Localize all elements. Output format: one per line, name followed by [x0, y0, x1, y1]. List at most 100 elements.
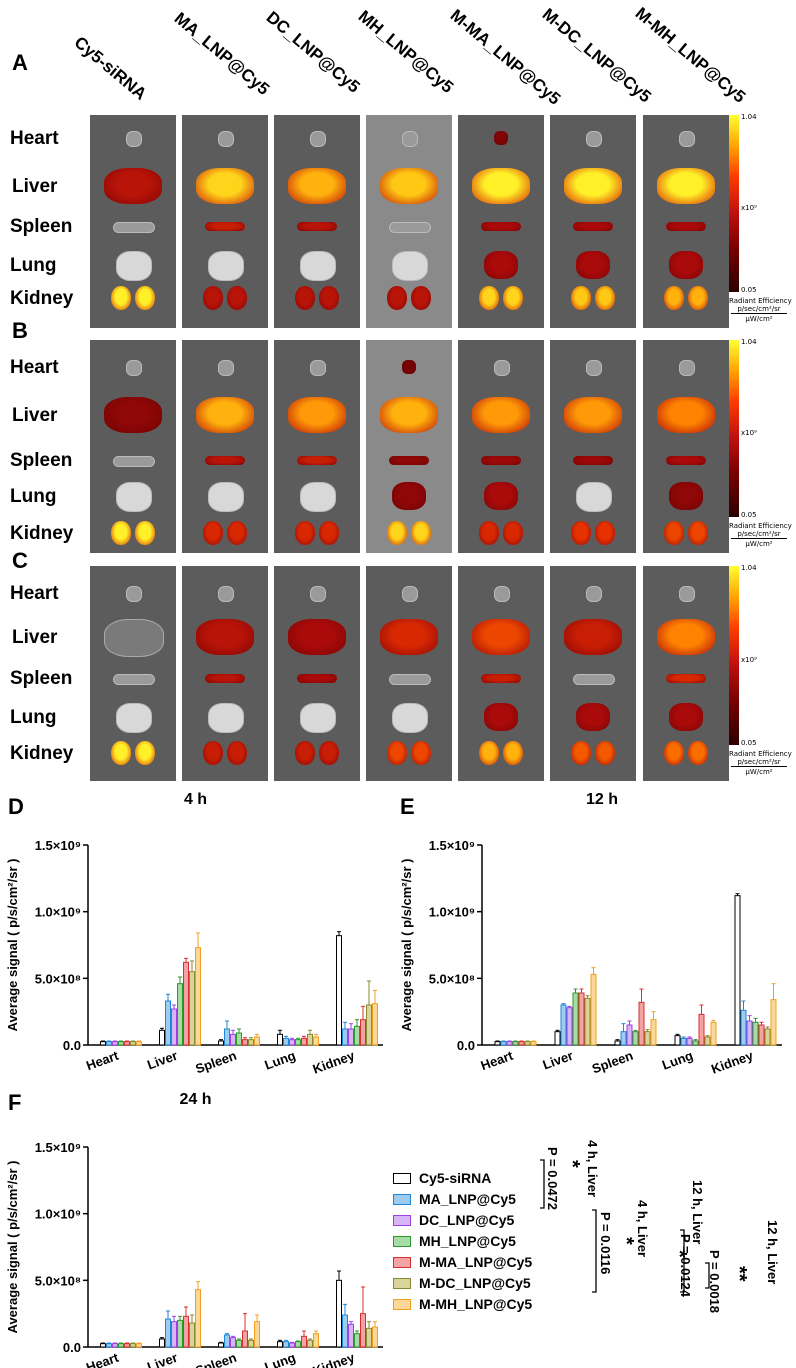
bar: [165, 1000, 171, 1046]
bar: [524, 1041, 531, 1046]
organ-spleen: [666, 221, 706, 231]
bar: [680, 1037, 687, 1046]
imaging-tile: [366, 566, 452, 781]
imaging-tile: [550, 566, 636, 781]
bar: [177, 1319, 183, 1348]
organ-kidney: [411, 741, 431, 765]
organ-kidney: [295, 741, 315, 765]
organ-kidney: [387, 741, 407, 765]
organ-liver: [657, 168, 715, 204]
imaging-tile: [90, 340, 176, 553]
organ-kidney: [595, 741, 615, 765]
y-tick-label: 0.0: [63, 1038, 81, 1053]
organ-kidney: [135, 521, 155, 545]
organ-label-kidney: Kidney: [10, 288, 74, 309]
organ-kidney: [571, 741, 591, 765]
organ-kidney: [135, 286, 155, 310]
bar: [136, 1343, 142, 1348]
bar: [189, 1322, 195, 1348]
bar: [336, 935, 342, 1046]
bar: [360, 1019, 366, 1046]
x-tick-label: Heart: [479, 1047, 516, 1073]
organ-spleen: [481, 221, 521, 231]
panel-letter-e: E: [400, 794, 415, 819]
organ-kidney: [571, 286, 591, 310]
organ-spleen: [297, 221, 337, 231]
bar: [195, 1289, 201, 1348]
imaging-tile: [90, 566, 176, 781]
bar: [130, 1343, 136, 1348]
x-tick-label: Kidney: [709, 1047, 756, 1076]
colorbar-unit-numerator: p/sec/cm²/sr: [731, 758, 787, 767]
organ-kidney: [203, 741, 223, 765]
organ-kidney: [595, 521, 615, 545]
organ-kidney: [387, 521, 407, 545]
legend-label: M-MH_LNP@Cy5: [419, 1296, 533, 1312]
bar: [230, 1033, 236, 1046]
organ-kidney: [411, 286, 431, 310]
y-tick-label: 5.0×10⁸: [429, 971, 475, 986]
imaging-tile: [182, 115, 268, 328]
organ-heart: [310, 131, 326, 147]
bar: [307, 1339, 313, 1348]
bar: [242, 1039, 248, 1046]
colorbar: [729, 115, 739, 292]
imaging-tile: [643, 115, 729, 328]
y-tick-label: 1.5×10⁹: [35, 838, 81, 853]
bar: [112, 1041, 118, 1046]
organ-liver: [564, 397, 622, 433]
organ-label-lung: Lung: [10, 707, 57, 728]
organ-heart: [218, 360, 234, 376]
colorbar-unit-numerator: p/sec/cm²/sr: [731, 530, 787, 539]
bar: [236, 1032, 242, 1046]
organ-heart: [310, 586, 326, 602]
bar: [224, 1334, 230, 1348]
bar: [342, 1314, 348, 1348]
organ-lung: [669, 703, 703, 731]
bar: [224, 1028, 230, 1046]
bar: [171, 1321, 177, 1348]
bar: [530, 1041, 537, 1046]
organ-heart: [679, 360, 695, 376]
organ-kidney: [295, 286, 315, 310]
organ-kidney: [319, 286, 339, 310]
imaging-tile: [458, 115, 544, 328]
x-tick-label: Heart: [84, 1047, 121, 1073]
x-tick-label: Liver: [145, 1048, 179, 1073]
legend-swatch: [393, 1256, 411, 1268]
organ-label-kidney: Kidney: [10, 743, 74, 764]
bar: [620, 1031, 627, 1046]
stat-label-2: 4 h, Liver: [635, 1200, 650, 1258]
bar: [230, 1337, 236, 1348]
organ-lung: [208, 251, 244, 281]
bar: [195, 947, 201, 1046]
chart-title: 12 h: [586, 791, 618, 808]
colorbar-scale: x10⁹: [741, 428, 757, 437]
colorbar-unit-numerator: p/sec/cm²/sr: [731, 305, 787, 314]
legend-label: DC_LNP@Cy5: [419, 1212, 515, 1228]
organ-label-lung: Lung: [10, 255, 57, 276]
bar: [650, 1019, 657, 1046]
bar: [254, 1036, 260, 1046]
organ-spleen: [573, 455, 613, 465]
bar: [638, 1001, 645, 1046]
organ-lung: [669, 482, 703, 510]
legend-item: M-MA_LNP@Cy5: [393, 1254, 532, 1270]
x-tick-label: Kidney: [311, 1349, 358, 1368]
organ-spleen: [297, 673, 337, 683]
column-label-2: MA_LNP@Cy5: [170, 8, 273, 99]
organ-liver: [380, 619, 438, 655]
organ-liver: [288, 168, 346, 204]
bar: [644, 1031, 651, 1046]
organ-heart: [494, 586, 510, 602]
organ-kidney: [664, 741, 684, 765]
imaging-tile: [550, 340, 636, 553]
stat-star-3: *: [668, 1250, 690, 1258]
legend-item: MA_LNP@Cy5: [393, 1191, 516, 1207]
organ-liver: [380, 397, 438, 433]
bar: [590, 973, 597, 1046]
organ-kidney: [688, 741, 708, 765]
bar-chart-4h: 4 h Average signal ( p/s/cm²/sr ) 0.0 5.0×1…: [5, 791, 383, 1077]
bar: [301, 1335, 307, 1348]
bar: [277, 1341, 283, 1348]
